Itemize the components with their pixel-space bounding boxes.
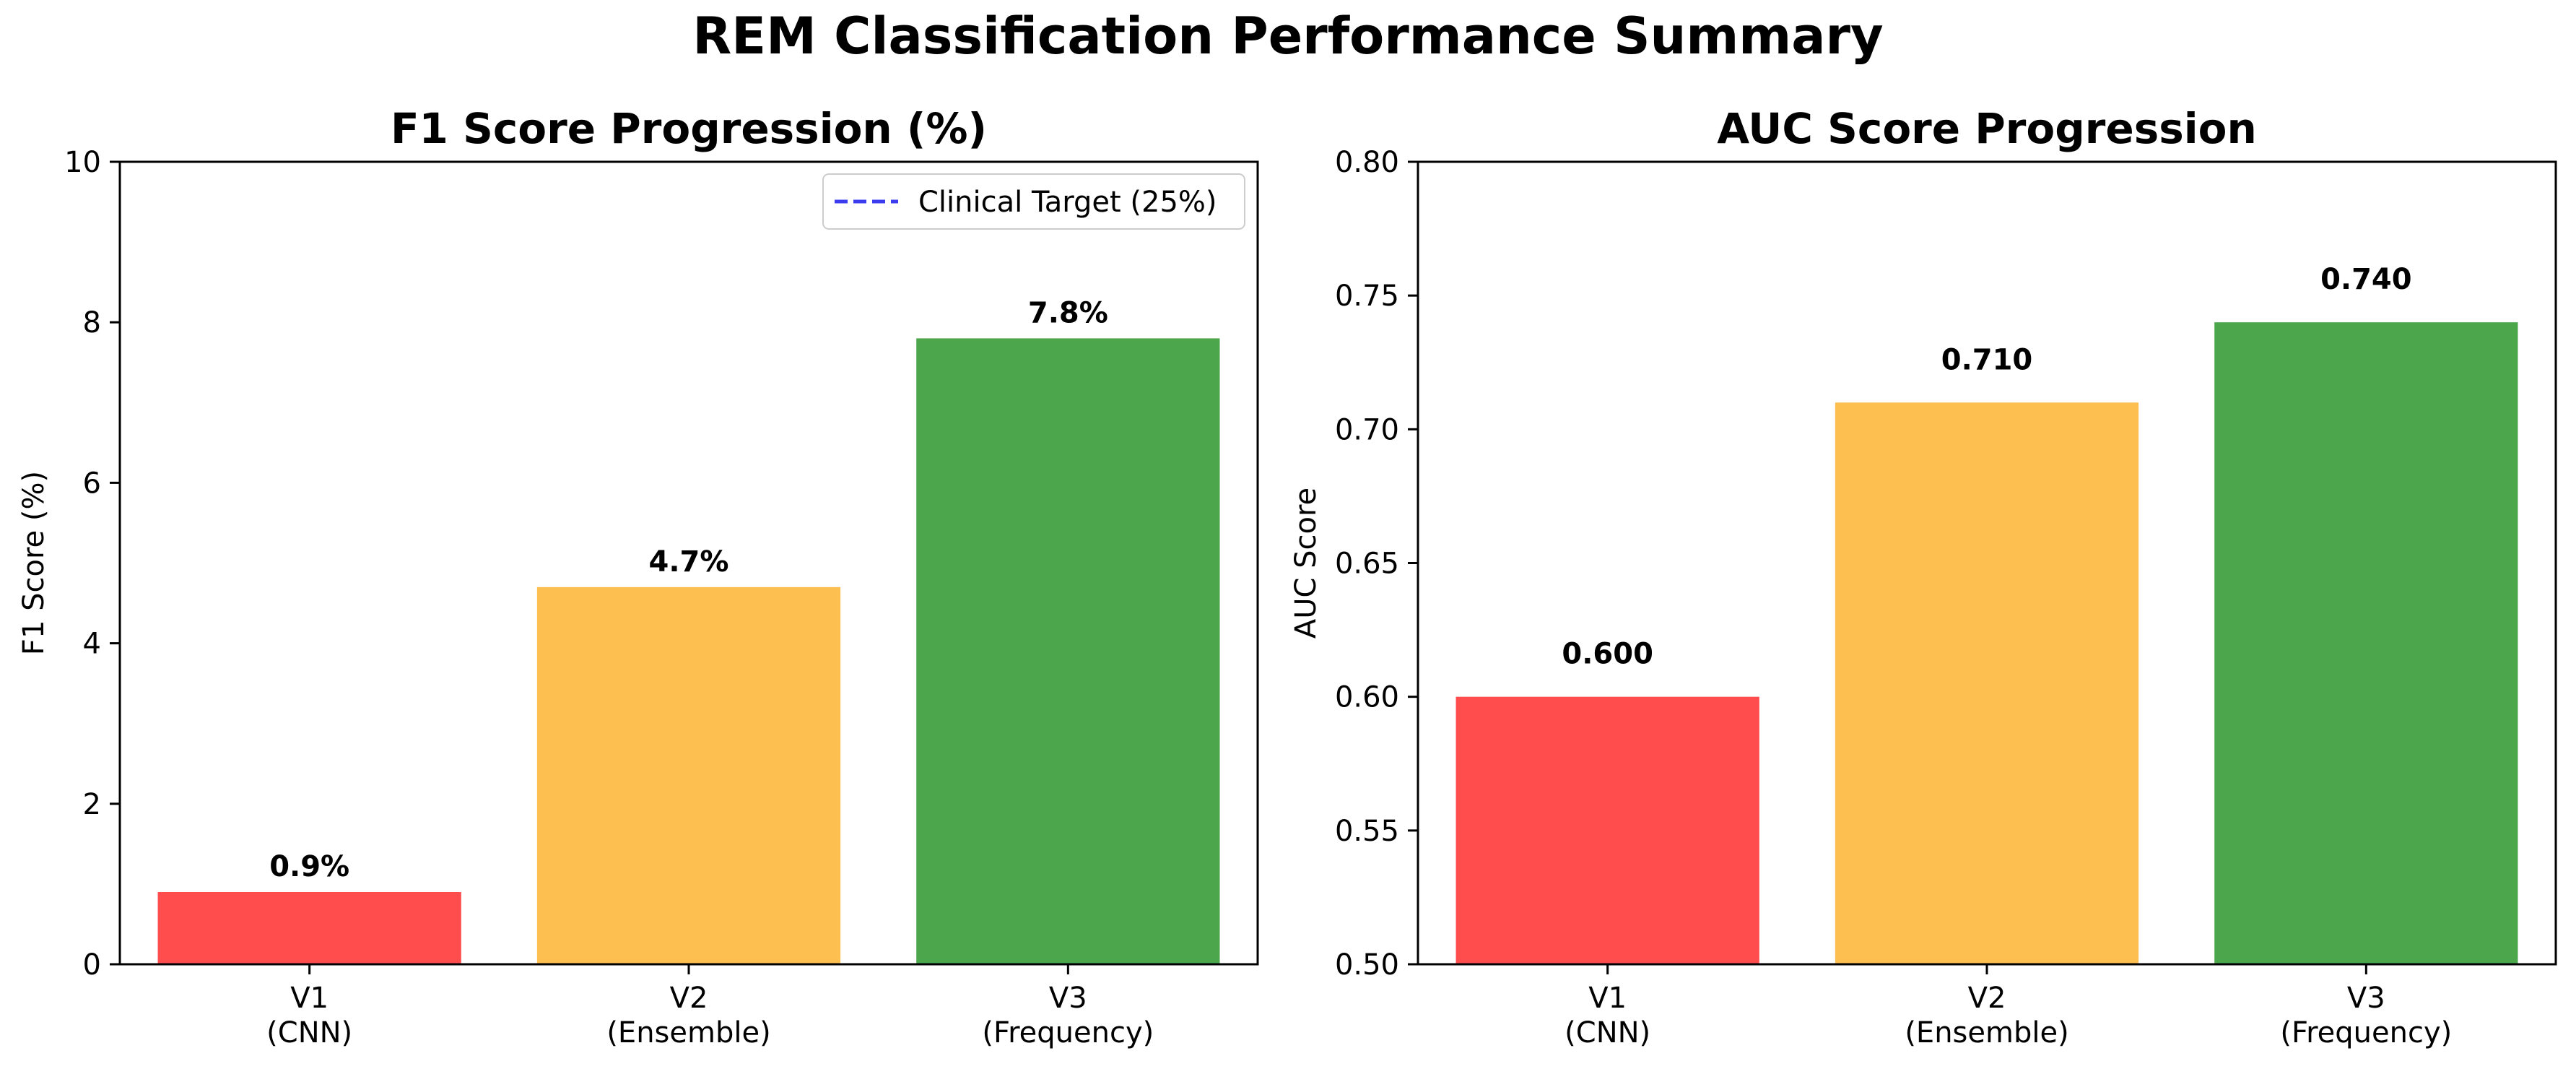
auc-data-label-2: 0.710 — [1941, 343, 2033, 376]
auc-y-tick-label-1: 0.55 — [1335, 815, 1399, 848]
auc-y-tick-label-0: 0.50 — [1335, 948, 1399, 982]
f1-data-label-3: 7.8% — [1028, 296, 1108, 329]
auc-y-tick-label-6: 0.80 — [1335, 146, 1399, 179]
auc-chart: AUC Score Progression 0.600 0.710 0.740 0.50… — [1289, 104, 2557, 1049]
auc-y-axis-label: AUC Score — [1289, 488, 1323, 639]
f1-y-tick-label-1: 2 — [83, 788, 101, 821]
f1-chart-title: F1 Score Progression (%) — [391, 104, 987, 153]
f1-data-label-2: 4.7% — [649, 545, 729, 579]
f1-x-tick-label-line: V1 — [290, 982, 328, 1015]
f1-x-tick-label-line: (CNN) — [266, 1016, 352, 1049]
f1-bar-2 — [536, 587, 841, 964]
auc-x-tick-label-3: V3 (Frequency) — [2280, 982, 2452, 1049]
auc-y-tick-label-4: 0.70 — [1335, 413, 1399, 446]
f1-x-tick-label-2: V2 (Ensemble) — [606, 982, 770, 1049]
auc-x-tick-label-line: V3 — [2347, 982, 2385, 1015]
f1-y-tick-label-3: 6 — [83, 467, 101, 500]
f1-bar-3 — [916, 338, 1220, 964]
f1-x-tick-label-line: (Frequency) — [982, 1016, 1154, 1049]
auc-x-tick-label-line: V1 — [1588, 982, 1627, 1015]
auc-x-tick-label-1: V1 (CNN) — [1565, 982, 1650, 1049]
auc-bar-2 — [1835, 402, 2139, 964]
auc-x-tick-label-line: V2 — [1968, 982, 2006, 1015]
f1-y-tick-label-0: 0 — [83, 948, 101, 982]
f1-x-tick-label-line: V2 — [670, 982, 708, 1015]
auc-x-tick-label-line: (CNN) — [1565, 1016, 1650, 1049]
f1-data-label-1: 0.9% — [269, 850, 349, 883]
f1-legend-box — [822, 173, 1245, 230]
f1-bar-1 — [157, 892, 461, 964]
f1-x-tick-label-line: (Ensemble) — [606, 1016, 770, 1049]
f1-y-axis-label: F1 Score (%) — [17, 471, 51, 655]
auc-x-tick-label-2: V2 (Ensemble) — [1905, 982, 2068, 1049]
auc-bar-1 — [1455, 696, 1759, 964]
f1-x-tick-label-line: V3 — [1049, 982, 1087, 1015]
figure-title: REM Classification Performance Summary — [692, 7, 1883, 66]
auc-y-tick-label-3: 0.65 — [1335, 548, 1399, 581]
auc-y-tick-label-5: 0.75 — [1335, 280, 1399, 313]
auc-y-tick-label-2: 0.60 — [1335, 681, 1399, 714]
auc-chart-title: AUC Score Progression — [1717, 104, 2257, 153]
f1-y-tick-label-5: 10 — [64, 146, 101, 179]
auc-x-tick-label-line: (Frequency) — [2280, 1016, 2452, 1049]
f1-legend-label: Clinical Target (25%) — [918, 186, 1217, 219]
f1-chart: F1 Score Progression (%) 0.9% 4.7% 7.8% 0 2 4 6… — [17, 104, 1259, 1049]
f1-y-tick-label-2: 4 — [83, 628, 101, 661]
f1-legend: Clinical Target (25%) — [822, 173, 1245, 230]
auc-bar-3 — [2214, 322, 2518, 964]
f1-y-tick-label-4: 8 — [83, 306, 101, 339]
auc-x-tick-label-line: (Ensemble) — [1905, 1016, 2068, 1049]
f1-x-tick-label-1: V1 (CNN) — [266, 982, 352, 1049]
f1-x-tick-label-3: V3 (Frequency) — [982, 982, 1154, 1049]
auc-data-label-3: 0.740 — [2320, 263, 2412, 296]
auc-data-label-1: 0.600 — [1562, 638, 1653, 671]
